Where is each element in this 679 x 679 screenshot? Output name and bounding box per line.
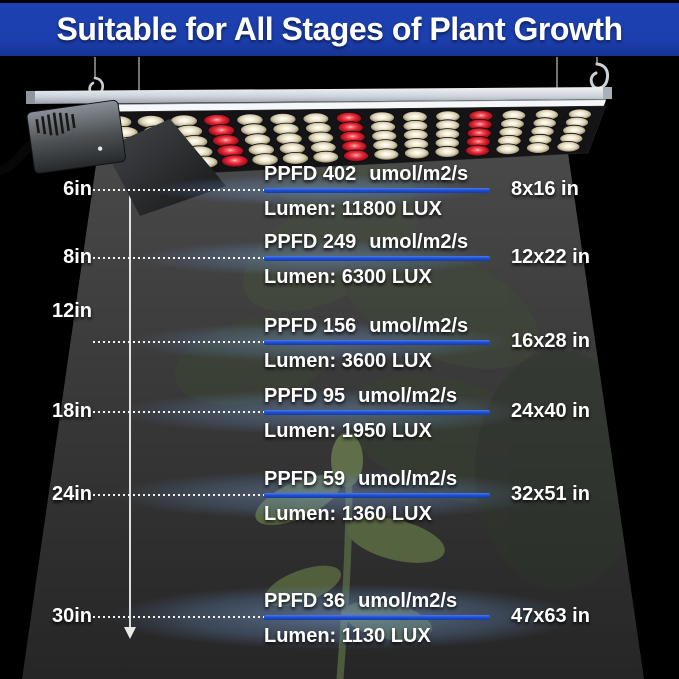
driver-box (26, 99, 126, 174)
dotted-connector-line (93, 411, 264, 413)
dotted-connector-line (93, 494, 264, 496)
white-led (373, 148, 400, 161)
grow-light-fixture (0, 57, 612, 216)
header-banner: Suitable for All Stages of Plant Growth (0, 3, 679, 56)
coverage-area-label: 16x28 in (511, 330, 590, 352)
ppfd-label: PPFD 59 umol/m2/s (264, 468, 458, 490)
ppfd-label: PPFD 36 umol/m2/s (264, 590, 458, 612)
light-spread-bar (264, 493, 490, 498)
distance-label: 24in (51, 483, 92, 505)
measure-arrow-icon (124, 627, 136, 639)
ppfd-label: PPFD 95 umol/m2/s (264, 385, 458, 407)
white-led (434, 145, 460, 158)
dotted-connector-line (93, 616, 264, 618)
white-led (281, 151, 309, 165)
white-led (525, 142, 551, 154)
lumen-label: Lumen: 1130 LUX (264, 625, 431, 647)
lumen-label: Lumen: 1360 LUX (264, 503, 432, 525)
light-spread-bar (264, 256, 490, 261)
coverage-area-label: 8x16 in (511, 178, 579, 200)
coverage-area-label: 32x51 in (511, 483, 590, 505)
ppfd-label: PPFD 402 umol/m2/s (264, 163, 469, 185)
white-led (403, 147, 430, 160)
red-led (464, 144, 490, 157)
white-led (312, 150, 340, 164)
indicator-dot (97, 146, 103, 151)
light-spread-bar (264, 188, 490, 193)
measure-line (129, 160, 131, 628)
distance-label: 12in (51, 300, 92, 322)
dotted-connector-line (93, 257, 264, 259)
red-led (342, 149, 370, 163)
white-led (495, 143, 521, 156)
dotted-connector-line (93, 189, 264, 191)
right-hook-icon (589, 62, 610, 90)
fixture-rail (26, 87, 612, 104)
light-spread-bar (264, 615, 490, 620)
coverage-area-label: 47x63 in (511, 605, 590, 627)
distance-label: 6in (63, 178, 92, 200)
light-spread-bar (264, 410, 490, 415)
red-led (221, 154, 249, 168)
distance-label: 8in (63, 246, 92, 268)
dotted-connector-line (93, 341, 264, 343)
coverage-area-label: 24x40 in (511, 400, 590, 422)
lumen-label: Lumen: 3600 LUX (264, 350, 432, 372)
coverage-area-label: 12x22 in (511, 246, 590, 268)
lumen-label: Lumen: 11800 LUX (264, 198, 442, 220)
banner-title: Suitable for All Stages of Plant Growth (56, 11, 623, 47)
lumen-label: Lumen: 6300 LUX (264, 266, 432, 288)
distance-label: 18in (51, 400, 92, 422)
distance-label: 30in (51, 605, 92, 627)
lumen-label: Lumen: 1950 LUX (264, 420, 432, 442)
white-led (556, 140, 581, 153)
driver-underside (104, 119, 226, 216)
ppfd-label: PPFD 156 umol/m2/s (264, 315, 469, 337)
ppfd-label: PPFD 249 umol/m2/s (264, 231, 469, 253)
white-led (251, 153, 279, 167)
light-spread-bar (264, 340, 490, 345)
